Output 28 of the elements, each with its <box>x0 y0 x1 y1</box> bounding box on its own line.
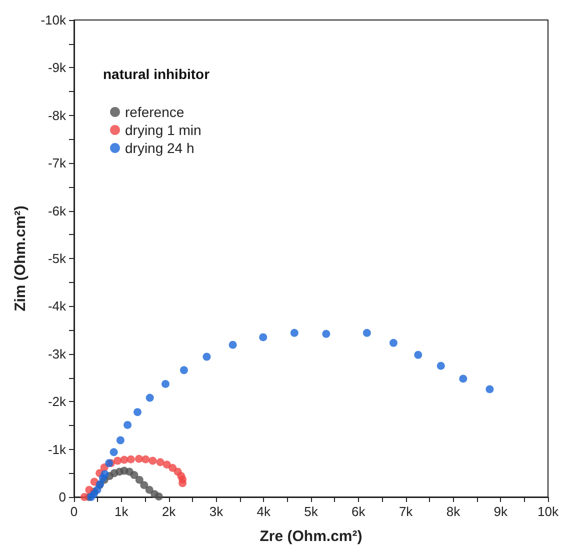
x-tick-label: 8k <box>446 504 461 519</box>
legend-label: drying 1 min <box>125 122 202 138</box>
x-tick-label: 10k <box>538 504 559 519</box>
y-tick-label: -9k <box>48 60 66 76</box>
x-tick-label: 3k <box>209 504 224 519</box>
y-tick-label: 0 <box>58 490 66 504</box>
legend-title: natural inhibitor <box>103 66 210 82</box>
x-tick-label: 4k <box>256 504 271 519</box>
y-tick-label: -10k <box>40 12 66 28</box>
x-tick-label: 2k <box>162 504 176 519</box>
x-tick-label: 1k <box>114 504 129 519</box>
x-axis-title: Zre (Ohm.cm²) <box>260 528 362 545</box>
y-tick-label: -7k <box>48 156 66 171</box>
y-tick-label: -5k <box>48 251 66 266</box>
y-tick-label: -2k <box>48 394 66 410</box>
y-tick-label: -6k <box>48 203 66 218</box>
legend-label: drying 24 h <box>125 140 194 156</box>
x-tick-label: 0 <box>70 504 78 519</box>
legend-label: reference <box>125 104 184 120</box>
x-tick-label: 9k <box>494 504 508 519</box>
y-tick-label: -1k <box>48 442 66 457</box>
y-tick-label: -8k <box>48 108 66 123</box>
x-tick-label: 5k <box>304 504 318 519</box>
x-tick-label: 7k <box>398 504 414 519</box>
y-tick-label: -4k <box>48 298 66 314</box>
x-tick-label: 6k <box>352 504 366 519</box>
y-tick-label: -3k <box>48 346 66 362</box>
y-axis-title: Zim (Ohm.cm²) <box>12 206 29 312</box>
